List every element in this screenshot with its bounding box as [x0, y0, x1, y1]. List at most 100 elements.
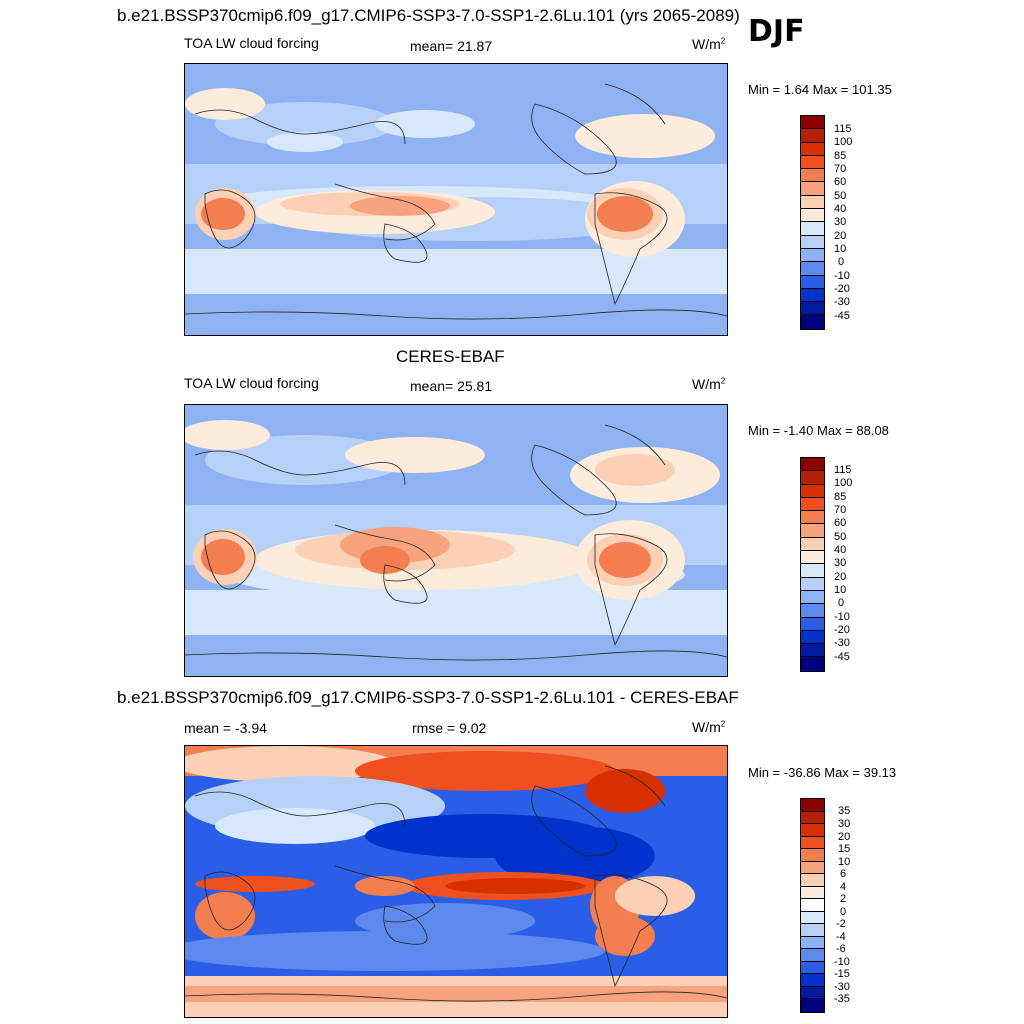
colorbar-swatch [801, 182, 824, 196]
colorbar-swatch [801, 874, 824, 887]
colorbar-tick-label: 50 [834, 190, 847, 202]
colorbar-tick-label: 10 [834, 584, 847, 596]
colorbar-swatch [801, 961, 824, 975]
colorbar-tick-label: 20 [838, 831, 851, 843]
colorbar-swatch [801, 511, 824, 525]
colorbar-tick-label: 4 [840, 881, 847, 893]
colorbar-tick-label: 30 [834, 216, 847, 228]
colorbar-swatch [801, 262, 824, 276]
colorbar-tick-label: 85 [834, 491, 847, 503]
colorbar-tick-label: 60 [834, 517, 847, 529]
colorbar-tick-label: 10 [838, 856, 851, 868]
colorbar-tick-label: -30 [834, 296, 850, 308]
colorbar-tick-label: 10 [834, 243, 847, 255]
colorbar-tick-label: -10 [834, 270, 850, 282]
colorbar-swatch [801, 604, 824, 618]
panel1-units: W/m2 [692, 36, 726, 52]
panel2-minmax: Min = -1.40 Max = 88.08 [748, 423, 889, 438]
colorbar-tick-label: 60 [834, 176, 847, 188]
colorbar-swatch [801, 911, 824, 925]
colorbar-tick-label: 15 [838, 843, 851, 855]
colorbar-tick-label: -20 [834, 283, 850, 295]
colorbar-swatch [801, 169, 824, 183]
colorbar-swatch [801, 577, 824, 591]
colorbar-tick-label: -30 [834, 637, 850, 649]
colorbar-swatch [801, 209, 824, 223]
colorbar-tick-label: 20 [834, 571, 847, 583]
panel3-title: b.e21.BSSP370cmip6.f09_g17.CMIP6-SSP3-7.… [117, 688, 739, 707]
colorbar-tick-label: 40 [834, 203, 847, 215]
colorbar-tick-label: 30 [834, 557, 847, 569]
colorbar-tick-label: 115 [834, 123, 852, 135]
colorbar-swatch [801, 849, 824, 862]
colorbar-swatch [801, 551, 824, 565]
colorbar-tick-label: 2 [840, 893, 847, 905]
colorbar-swatch [801, 936, 824, 950]
panel2-title: CERES-EBAF [396, 347, 505, 366]
panel3-rmse-label: rmse = 9.02 [412, 720, 487, 736]
panel3-mean-label: mean = -3.94 [184, 720, 267, 736]
colorbar-swatch [801, 861, 824, 875]
colorbar-swatch [801, 886, 824, 900]
season-label: DJF [748, 14, 805, 49]
colorbar-tick-label: 0 [838, 597, 845, 609]
colorbar-swatch [801, 248, 824, 263]
colorbar-swatch [801, 799, 824, 812]
colorbar-swatch [801, 275, 824, 289]
panel1-map [184, 63, 728, 336]
colorbar-tick-label: 100 [834, 136, 853, 148]
panel2-variable-label: TOA LW cloud forcing [184, 375, 319, 391]
colorbar-swatch [801, 484, 824, 498]
panel2-map [184, 404, 728, 677]
colorbar-swatch [801, 590, 824, 605]
colorbar-swatch [801, 142, 824, 156]
colorbar-swatch [801, 458, 824, 472]
panel3-map [184, 745, 728, 1018]
colorbar-swatch [801, 497, 824, 512]
colorbar-tick-label: -35 [834, 993, 850, 1005]
colorbar-swatch [801, 899, 824, 912]
colorbar-tick-label: -45 [834, 310, 850, 322]
colorbar-tick-label: 6 [840, 868, 847, 880]
colorbar-swatch [801, 116, 824, 130]
panel2-colorbar [800, 457, 825, 672]
colorbar-swatch [801, 564, 824, 578]
colorbar-swatch [801, 524, 824, 538]
colorbar-tick-label: -10 [834, 956, 850, 968]
colorbar-tick-label: 35 [838, 805, 851, 817]
panel1-minmax: Min = 1.64 Max = 101.35 [748, 82, 892, 97]
panel3-minmax: Min = -36.86 Max = 39.13 [748, 765, 897, 780]
colorbar-swatch [801, 644, 824, 658]
colorbar-swatch [801, 811, 824, 825]
colorbar-swatch [801, 949, 824, 962]
colorbar-tick-label: 30 [838, 818, 851, 830]
colorbar-swatch [801, 235, 824, 249]
colorbar-tick-label: -4 [836, 931, 846, 943]
panel1-variable-label: TOA LW cloud forcing [184, 35, 319, 51]
colorbar-swatch [801, 315, 824, 329]
colorbar-tick-label: -15 [834, 968, 850, 980]
panel2-mean-label: mean= 25.81 [410, 378, 493, 394]
panel3-units: W/m2 [692, 719, 726, 735]
panel1-title: b.e21.BSSP370cmip6.f09_g17.CMIP6-SSP3-7.… [117, 6, 740, 25]
colorbar-tick-label: 50 [834, 531, 847, 543]
colorbar-tick-label: 100 [834, 477, 853, 489]
colorbar-swatch [801, 986, 824, 1000]
colorbar-swatch [801, 288, 824, 303]
panel1-colorbar [800, 115, 825, 330]
colorbar-tick-label: 0 [840, 906, 847, 918]
colorbar-swatch [801, 471, 824, 485]
colorbar-tick-label: -20 [834, 624, 850, 636]
colorbar-swatch [801, 999, 824, 1012]
colorbar-swatch [801, 630, 824, 645]
colorbar-swatch [801, 824, 824, 837]
colorbar-tick-label: 20 [834, 230, 847, 242]
colorbar-swatch [801, 924, 824, 937]
panel3-colorbar [800, 798, 825, 1013]
colorbar-swatch [801, 155, 824, 170]
colorbar-tick-label: 70 [834, 504, 847, 516]
colorbar-tick-label: -2 [836, 918, 846, 930]
colorbar-tick-label: -30 [834, 981, 850, 993]
colorbar-swatch [801, 129, 824, 143]
colorbar-swatch [801, 222, 824, 236]
